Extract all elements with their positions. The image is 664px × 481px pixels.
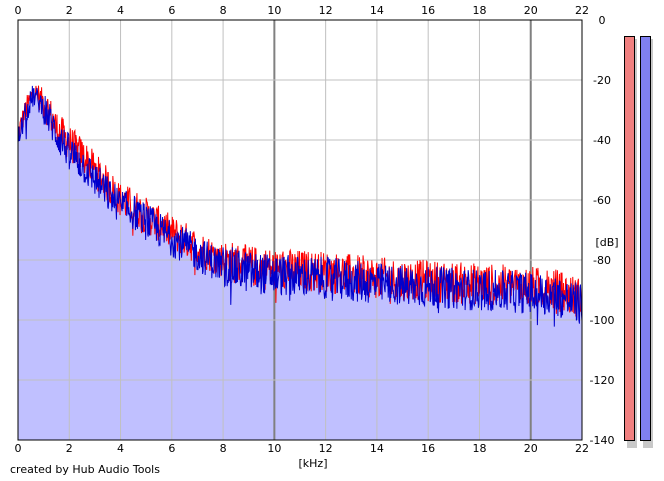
y-tick--40: -40 (593, 134, 611, 147)
x-tick-top-8: 8 (220, 4, 227, 17)
y-tick--20: -20 (593, 74, 611, 87)
x-tick-bottom-4: 4 (117, 442, 124, 455)
x-tick-bottom-22: 22 (575, 442, 589, 455)
spectrum-fill-area (18, 85, 582, 440)
x-tick-top-14: 14 (370, 4, 384, 17)
x-tick-top-2: 2 (66, 4, 73, 17)
x-tick-top-6: 6 (168, 4, 175, 17)
y-tick--120: -120 (590, 374, 615, 387)
series-line-2 (17, 85, 583, 327)
level-meter-left (624, 36, 635, 441)
x-tick-top-12: 12 (319, 4, 333, 17)
y-tick--140: -140 (590, 434, 615, 447)
y-axis-label: [dB] (595, 236, 618, 249)
y-tick--80: -80 (593, 254, 611, 267)
x-tick-top-18: 18 (472, 4, 486, 17)
x-tick-bottom-8: 8 (220, 442, 227, 455)
x-tick-bottom-12: 12 (319, 442, 333, 455)
y-tick-0: 0 (599, 14, 606, 27)
y-tick--100: -100 (590, 314, 615, 327)
x-tick-bottom-10: 10 (267, 442, 281, 455)
series-layer (17, 85, 583, 327)
x-tick-top-4: 4 (117, 4, 124, 17)
x-tick-bottom-20: 20 (524, 442, 538, 455)
x-tick-top-16: 16 (421, 4, 435, 17)
x-tick-top-22: 22 (575, 4, 589, 17)
x-tick-top-0: 0 (15, 4, 22, 17)
x-tick-bottom-16: 16 (421, 442, 435, 455)
level-meter-right (640, 36, 651, 441)
x-tick-bottom-0: 0 (15, 442, 22, 455)
spectrum-fill (18, 85, 582, 440)
x-tick-top-20: 20 (524, 4, 538, 17)
x-tick-bottom-14: 14 (370, 442, 384, 455)
x-tick-top-10: 10 (267, 4, 281, 17)
y-tick--60: -60 (593, 194, 611, 207)
credit-text: created by Hub Audio Tools (10, 463, 160, 476)
x-tick-bottom-18: 18 (472, 442, 486, 455)
x-tick-bottom-2: 2 (66, 442, 73, 455)
y-tick-labels: 0 -20 -40 -60 -80 -100 -120 -140 (590, 14, 615, 447)
x-tick-bottom-6: 6 (168, 442, 175, 455)
plot-frame (17, 19, 583, 441)
x-axis-label: [kHz] (299, 457, 328, 470)
